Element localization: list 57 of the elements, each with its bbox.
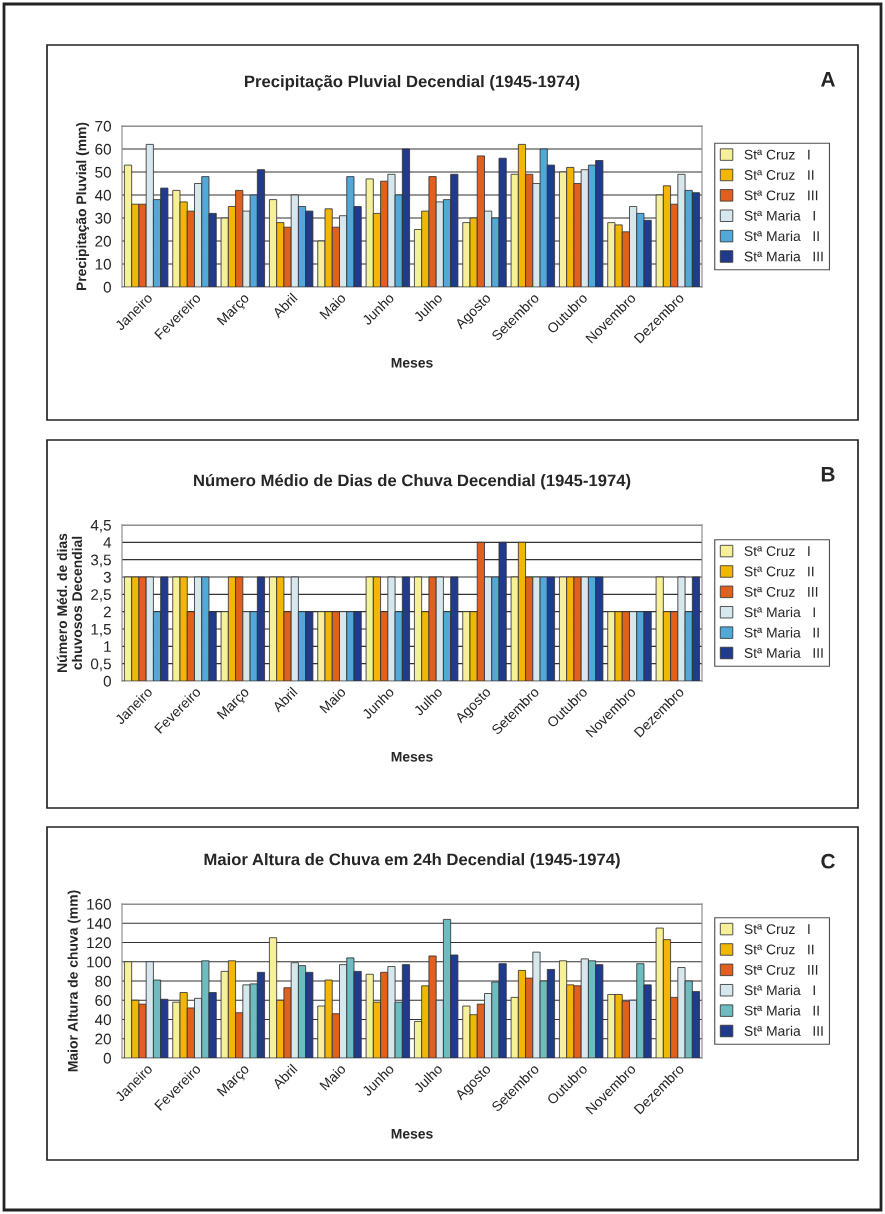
legend-label: Stª Cruz III <box>744 190 818 201</box>
y-tick-label: 160 <box>87 898 111 910</box>
y-axis-title: Precipitação Pluvial (mm) <box>76 122 90 291</box>
y-tick-label: 60 <box>95 995 111 1006</box>
legend-label: Stª Maria II <box>744 1005 819 1016</box>
y-tick-label: 4 <box>103 537 112 548</box>
legend-label: Stª Maria I <box>744 210 815 221</box>
y-tick-label: 1 <box>104 641 111 652</box>
y-tick-label: 120 <box>87 937 111 949</box>
legend-label: Stª Maria III <box>744 647 823 658</box>
legend-label: Stª Maria II <box>744 230 819 242</box>
y-tick-label: 0,5 <box>90 658 111 672</box>
legend-label: Stª Maria I <box>744 606 815 618</box>
legend-label: Stª Cruz I <box>744 149 810 160</box>
x-axis-title: Meses <box>391 1128 433 1139</box>
y-tick-label: 70 <box>95 120 111 132</box>
legend-label: Stª Cruz III <box>744 964 818 975</box>
y-tick-label: 140 <box>87 918 111 929</box>
y-tick-label: 2,5 <box>91 589 111 602</box>
y-tick-label: 40 <box>94 1014 111 1026</box>
text: A <box>820 72 835 87</box>
y-axis-title: Maior Altura de chuva (mm) <box>67 890 81 1072</box>
y-axis-title: Número Méd. de dias chuvosos Decendial <box>56 533 83 672</box>
y-tick-label: 4,5 <box>90 520 111 533</box>
legend-label: Stª Cruz II <box>744 944 814 955</box>
y-tick-label: 20 <box>95 1033 111 1045</box>
y-tick-label: 40 <box>94 189 111 201</box>
y-tick-label: 20 <box>95 235 111 247</box>
text: B <box>821 467 835 482</box>
x-axis-title: Meses <box>391 357 433 368</box>
y-tick-label: 1,5 <box>91 624 111 637</box>
legend-label: Stª Cruz I <box>744 924 810 935</box>
legend-label: Stª Cruz I <box>744 546 810 557</box>
legend-label: Stª Maria III <box>744 251 823 262</box>
x-axis-title: Meses <box>391 751 433 762</box>
y-tick-label: 0 <box>103 281 111 293</box>
chart-title: Precipitação Pluvial Decendial (1945-1974) <box>244 75 580 91</box>
chart-title: Número Médio de Dias de Chuva Decendial (1945-1974) <box>194 473 631 490</box>
y-tick-label: 50 <box>95 166 111 178</box>
legend-label: Stª Cruz II <box>744 566 814 577</box>
y-tick-label: 3 <box>103 571 111 583</box>
y-tick-label: 60 <box>95 143 111 155</box>
legend-label: Stª Cruz III <box>744 586 818 597</box>
chart-title: Maior Altura de Chuva em 24h Decendial (1945-1974) <box>204 853 620 869</box>
y-tick-label: 10 <box>95 258 111 270</box>
legend-label: Stª Maria I <box>744 984 815 996</box>
y-tick-label: 80 <box>95 975 111 987</box>
legend-label: Stª Maria II <box>744 627 819 638</box>
y-tick-label: 0 <box>103 1052 111 1064</box>
y-tick-label: 0 <box>103 675 111 687</box>
text: C <box>821 853 835 869</box>
legend-label: Stª Maria III <box>744 1025 823 1036</box>
y-tick-label: 3,5 <box>90 554 111 568</box>
y-tick-label: 30 <box>95 212 111 224</box>
y-tick-label: 2 <box>103 606 111 618</box>
y-tick-label: 100 <box>87 956 111 968</box>
legend-label: Stª Cruz II <box>744 170 814 180</box>
